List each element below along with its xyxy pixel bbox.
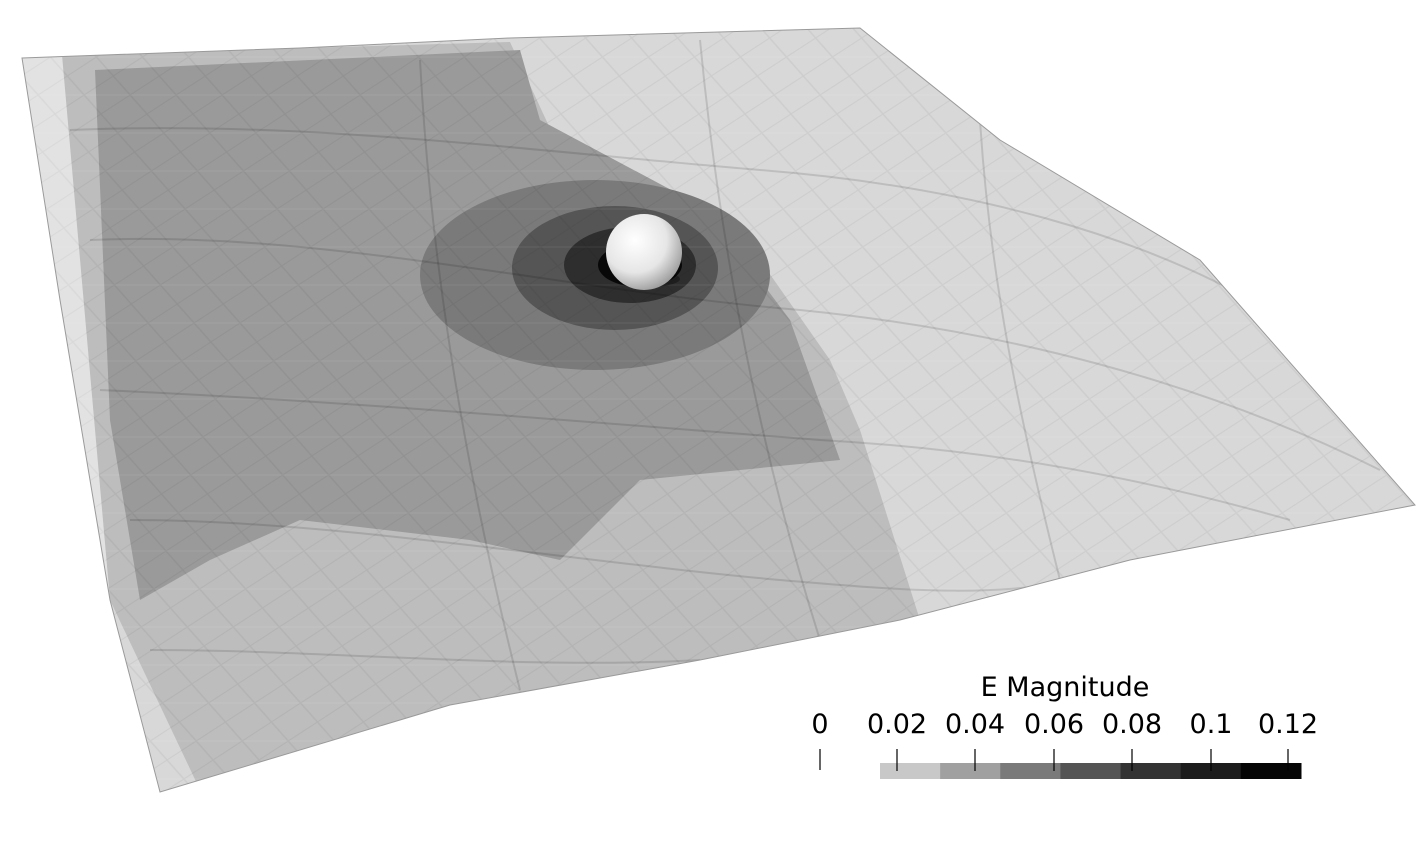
legend-tick-label: 0.04 xyxy=(944,709,1006,740)
legend-min-label: 0 xyxy=(811,709,829,740)
color-bar-band xyxy=(880,763,941,779)
legend-tick-label: 0.02 xyxy=(866,709,928,740)
color-bar-band xyxy=(940,763,1001,779)
color-bar-band xyxy=(1060,763,1122,779)
color-bar xyxy=(880,749,1302,779)
color-bar-band xyxy=(1000,763,1061,779)
legend-tick-label: 0.06 xyxy=(1023,709,1085,740)
point-charge-sphere xyxy=(606,214,682,290)
legend-tick-label: 0.08 xyxy=(1101,709,1163,740)
legend-tick-label: 0.12 xyxy=(1257,709,1319,740)
color-bar-band xyxy=(1120,763,1182,779)
color-bar-band xyxy=(1240,763,1302,779)
legend-tick-label: 0.1 xyxy=(1189,709,1233,740)
legend-title: E Magnitude xyxy=(980,672,1150,703)
